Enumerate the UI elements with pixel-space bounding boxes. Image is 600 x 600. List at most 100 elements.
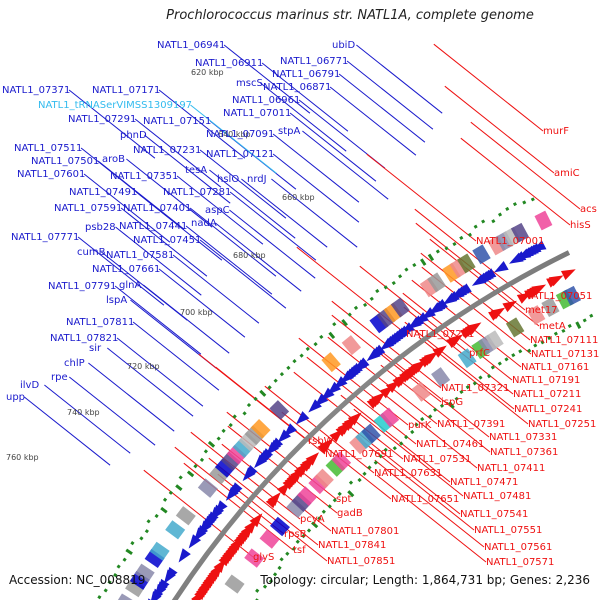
gc-dot: [348, 480, 354, 485]
cog-block-reverse: [563, 285, 582, 306]
gc-dot: [404, 267, 409, 272]
reverse-gene-label: NATL1_07391: [437, 419, 505, 430]
genome-backbone: [171, 250, 571, 600]
gc-skew-track: [97, 197, 594, 600]
gc-dot: [232, 414, 237, 419]
cog-block-reverse: [471, 339, 491, 360]
cog-block-reverse: [331, 451, 352, 472]
reverse-gene-label: NATL1_07051: [524, 291, 592, 302]
gc-dot: [144, 529, 149, 534]
forward-gene-label: NATL1_07601: [17, 169, 85, 180]
forward-gene-label: NATL1_06941: [157, 40, 225, 51]
gc-dot: [116, 564, 121, 569]
label-leader-line: [172, 254, 260, 324]
gc-dot: [357, 477, 362, 483]
label-leader-line: [44, 384, 131, 454]
cog-block-reverse: [349, 434, 369, 455]
gc-dot: [178, 475, 183, 480]
reverse-gene-arrow: [490, 307, 506, 320]
gc-dot: [490, 365, 495, 370]
cog-block-forward: [495, 231, 514, 252]
label-leader-line: [302, 130, 389, 200]
gc-dot: [465, 385, 470, 390]
gc-dot: [575, 321, 582, 329]
forward-gene-arrow: [333, 376, 348, 390]
cog-block-forward: [510, 222, 530, 243]
gc-dot: [228, 422, 233, 428]
gc-dot: [472, 381, 477, 386]
gc-dot: [397, 274, 403, 279]
label-leader-line: [364, 442, 475, 531]
gc-dot: [375, 288, 380, 294]
forward-gene-arrow: [421, 307, 436, 320]
forward-gene-label: NATL1_07371: [2, 85, 70, 96]
reverse-gene-label: NATL1_07631: [374, 468, 442, 479]
tick-label: 740 kbp: [67, 408, 100, 417]
label-leader-line: [143, 284, 230, 354]
forward-gene-arrow: [400, 322, 415, 335]
cog-block-forward: [419, 277, 439, 298]
forward-gene-arrow: [157, 578, 170, 594]
gc-dot: [527, 348, 532, 353]
gc-dot: [439, 403, 445, 408]
label-leader-line: [106, 347, 194, 417]
reverse-gene-label: NATL1_07651: [391, 494, 459, 505]
label-leader-line: [346, 60, 434, 130]
label-leader-line: [241, 178, 328, 248]
forward-gene-arrow: [433, 298, 448, 311]
label-leader-line: [379, 349, 490, 438]
cog-block-reverse: [478, 334, 497, 355]
forward-gene-label: psb28: [85, 222, 116, 233]
tick-label: 640 kbp: [218, 130, 251, 139]
forward-gene-arrow: [214, 500, 228, 515]
gc-dot: [533, 343, 538, 348]
cog-block-forward: [427, 272, 447, 293]
gc-dot: [497, 212, 503, 217]
reverse-gene-label: NATL1_07531: [403, 454, 471, 465]
label-leader-line: [329, 86, 417, 156]
forward-gene-label: aroB: [102, 154, 125, 165]
cog-block-forward: [341, 335, 362, 356]
gc-dot: [420, 258, 427, 266]
forward-gene-label: NATL1_07401: [123, 203, 191, 214]
reverse-gene-label: NATL1_07461: [416, 439, 484, 450]
forward-gene-label: tesA: [185, 165, 207, 176]
label-leader-line: [132, 321, 220, 391]
gc-dot: [332, 498, 337, 503]
forward-gene-label: NATL1_07771: [11, 232, 79, 243]
cog-block-forward: [209, 464, 230, 485]
cog-block-forward: [144, 548, 165, 568]
label-leader-line: [174, 446, 285, 535]
forward-gene-label: NATL1_07151: [143, 116, 211, 127]
gc-dot: [162, 497, 168, 502]
forward-gene-arrow: [494, 261, 509, 273]
gc-dot: [511, 353, 516, 358]
gc-dot: [512, 202, 517, 207]
gc-dot: [321, 509, 326, 514]
forward-gene-label: chlP: [64, 358, 85, 369]
reverse-gene-label: NATL1_07471: [450, 477, 518, 488]
label-leader-line: [223, 44, 311, 114]
reverse-gene-label: met17: [525, 305, 558, 316]
gc-dot: [279, 557, 284, 562]
label-leader-line: [272, 133, 360, 203]
forward-gene-label: NATL1_07451: [133, 235, 201, 246]
forward-gene-label: upp: [6, 392, 25, 403]
forward-gene-label: NATL1_06871: [263, 82, 331, 93]
cog-block-forward: [129, 571, 150, 590]
gc-dot: [362, 471, 367, 476]
cog-block-forward: [134, 563, 155, 583]
forward-gene-label: NATL1_06961: [232, 95, 300, 106]
label-leader-line: [199, 149, 287, 219]
reverse-gene-label: tsf: [293, 545, 306, 556]
gc-dot: [367, 465, 372, 470]
reverse-gene-arrow: [531, 284, 547, 296]
reverse-gene-label: prfC: [469, 348, 490, 359]
cog-block-reverse: [527, 305, 546, 325]
reverse-gene-arrow: [319, 438, 334, 452]
reverse-gene-label: NATL1_07411: [477, 463, 545, 474]
forward-gene-arrow: [295, 411, 310, 425]
gc-dot: [305, 346, 310, 352]
forward-gene-label: NATL1_07351: [110, 171, 178, 182]
cog-block-reverse: [224, 574, 245, 594]
